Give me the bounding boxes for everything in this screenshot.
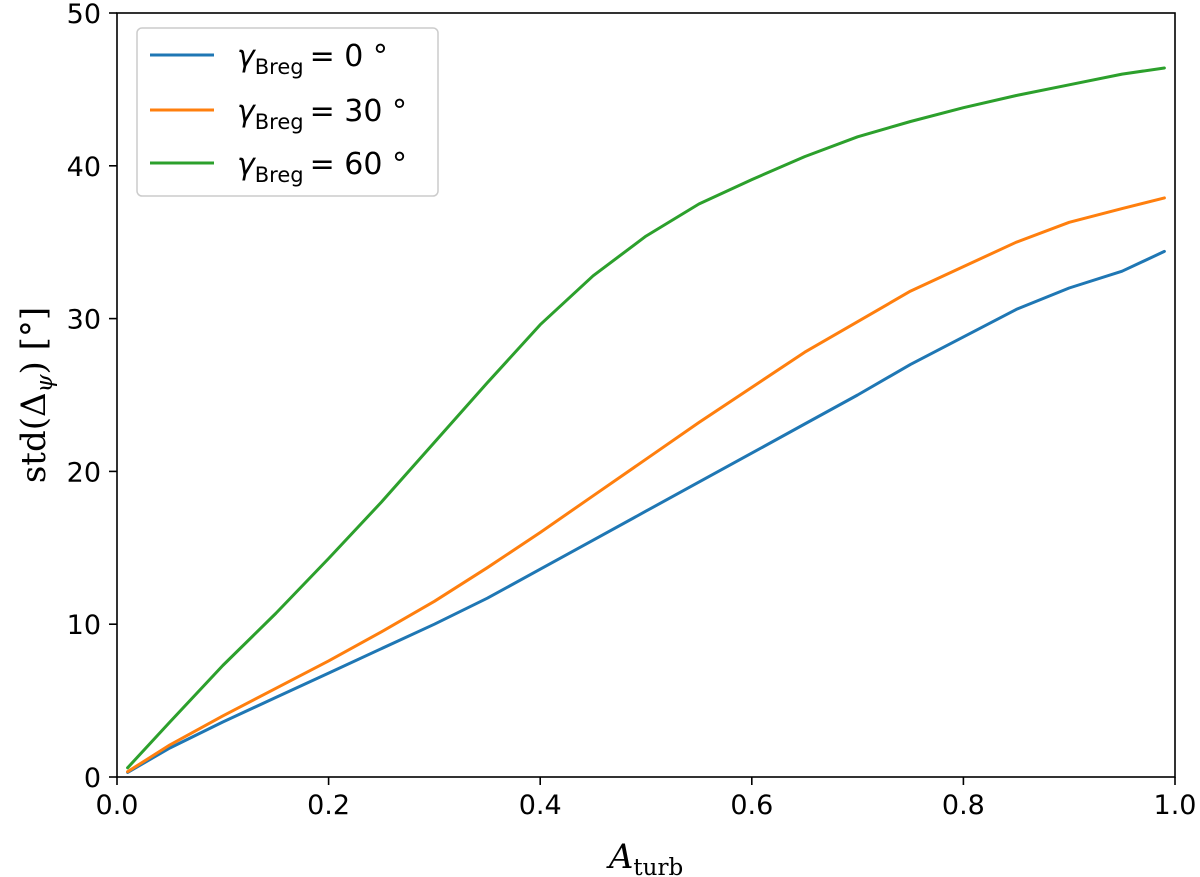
- series-line-1: [126, 196, 1166, 774]
- legend-label-0: γBreg = 0 °: [237, 39, 388, 79]
- x-tick-label: 1.0: [1154, 790, 1197, 821]
- axes-frame: [116, 12, 1176, 778]
- y-tick-label: 10: [67, 610, 101, 641]
- x-tick-label: 0.6: [730, 790, 773, 821]
- y-tick-label: 20: [67, 457, 101, 488]
- series-line-2: [126, 66, 1166, 770]
- plot-layer: [126, 66, 1166, 774]
- y-tick-label: 30: [67, 305, 101, 336]
- x-axis-label: Aturb: [606, 837, 683, 877]
- legend: γBreg = 0 ° γBreg = 30 ° γBreg = 60 °: [136, 27, 439, 197]
- y-tick-label: 50: [67, 0, 101, 30]
- x-tick-label: 0.0: [96, 790, 139, 821]
- legend-label-1: γBreg = 30 °: [237, 94, 407, 134]
- legend-box: [136, 27, 439, 197]
- series-line-0: [126, 249, 1166, 774]
- x-tick-label: 0.2: [307, 790, 350, 821]
- x-tick-label: 0.8: [942, 790, 985, 821]
- y-axis-label: std(Δψ) [°]: [14, 307, 58, 483]
- x-tick-label: 0.4: [519, 790, 562, 821]
- y-tick-label: 0: [84, 763, 101, 794]
- y-tick-label: 40: [67, 152, 101, 183]
- tick-layer: 0.0 0.2 0.4 0.6 0.8 1.0 0 10 20 30 40 50: [67, 0, 1197, 821]
- legend-label-2: γBreg = 60 °: [237, 147, 407, 187]
